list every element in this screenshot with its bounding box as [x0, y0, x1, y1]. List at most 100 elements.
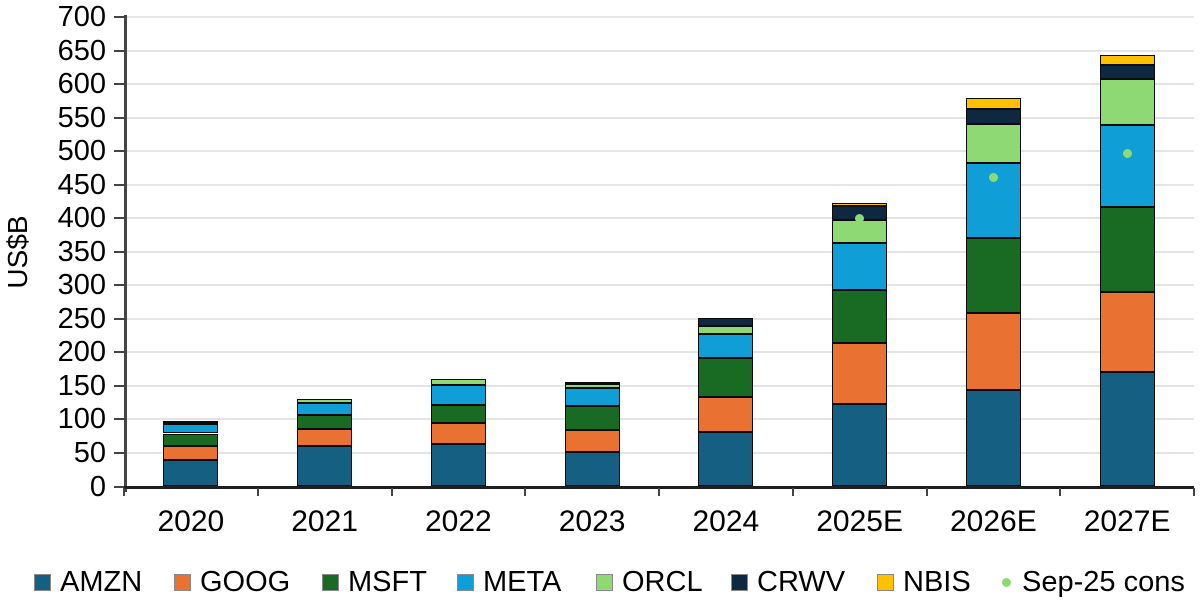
- legend-item-sep-25-cons: Sep-25 cons: [1002, 565, 1185, 599]
- x-tick-label-2023: 2023: [558, 505, 626, 538]
- y-tick-label: 100: [57, 403, 106, 436]
- y-axis-tick: [114, 384, 124, 387]
- bar-segment-2027E-META: [1099, 124, 1155, 207]
- bar-segment-2023-ORCL: [564, 383, 620, 388]
- y-tick-label: 300: [57, 269, 106, 302]
- legend-swatch-meta: [457, 573, 474, 591]
- bar-segment-2022-META: [430, 384, 486, 406]
- legend-swatch-orcl: [596, 573, 613, 591]
- legend: AMZN GOOG MSFT META ORCL CRWV NBIS Sep-25 cons: [0, 565, 1203, 599]
- bar-segment-2027E-MSFT: [1099, 206, 1155, 292]
- y-axis-tick: [114, 150, 124, 153]
- bar-segment-2025E-AMZN: [832, 404, 888, 487]
- bar-segment-2023-GOOG: [564, 430, 620, 452]
- bar-segment-2025E-META: [832, 243, 888, 290]
- x-tick-label-2026E: 2026E: [950, 505, 1037, 538]
- bar-segment-2020-MSFT: [163, 433, 219, 446]
- bar-segment-2027E-GOOG: [1099, 291, 1155, 373]
- bar-segment-2024-GOOG: [698, 396, 754, 433]
- bar-segment-2023-META: [564, 387, 620, 406]
- consensus-dot-2025E: [855, 213, 865, 223]
- legend-label-crwv: CRWV: [757, 566, 846, 598]
- bar-segment-2025E-ORCL: [832, 219, 888, 244]
- legend-item-orcl: ORCL: [596, 565, 703, 599]
- bar-segment-2021-GOOG: [297, 429, 353, 447]
- legend-label-amzn: AMZN: [60, 566, 143, 598]
- bar-segment-2027E-NBIS: [1099, 54, 1155, 66]
- y-tick-label: 600: [57, 68, 106, 101]
- x-axis-tick: [123, 487, 125, 496]
- legend-label-meta: META: [483, 566, 562, 598]
- y-axis-tick: [114, 116, 124, 119]
- bar-segment-2021-AMZN: [297, 446, 353, 487]
- consensus-dot-2026E: [988, 173, 998, 183]
- y-axis-tick: [114, 418, 124, 421]
- bar-segment-2023-AMZN: [564, 451, 620, 487]
- bar-segment-2024-AMZN: [698, 432, 754, 487]
- legend-item-crwv: CRWV: [731, 565, 845, 599]
- y-tick-label: 50: [73, 436, 106, 469]
- bar-segment-2020-AMZN: [163, 459, 219, 487]
- bar-segment-2024-CRWV: [698, 318, 754, 326]
- x-tick-label-2027E: 2027E: [1083, 505, 1171, 538]
- bar-segment-2023-MSFT: [564, 406, 620, 431]
- gridline-200: [124, 351, 1194, 354]
- bar-segment-2026E-CRWV: [965, 108, 1021, 124]
- legend-label-sep-25-cons: Sep-25 cons: [1022, 566, 1185, 598]
- y-tick-label: 550: [57, 101, 106, 134]
- y-tick-label: 450: [57, 168, 106, 201]
- gridline-600: [124, 83, 1194, 86]
- bar-segment-2025E-GOOG: [832, 342, 888, 404]
- bar-segment-2020-CRWV: [163, 421, 219, 424]
- bar-segment-2026E-MSFT: [965, 237, 1021, 313]
- gridline-550: [124, 116, 1194, 119]
- bar-segment-2024-ORCL: [698, 325, 754, 334]
- bar-segment-2023-CRWV: [564, 381, 620, 384]
- gridline-400: [124, 217, 1194, 220]
- bar-segment-2021-ORCL: [297, 398, 353, 403]
- legend-label-nbis: NBIS: [903, 566, 971, 598]
- gridline-300: [124, 284, 1194, 287]
- y-axis-tick: [114, 451, 124, 454]
- x-axis-tick: [1193, 487, 1195, 496]
- bar-segment-2026E-GOOG: [965, 312, 1021, 390]
- consensus-dot-2027E: [1122, 148, 1132, 158]
- bar-segment-2025E-MSFT: [832, 289, 888, 343]
- bar-segment-2022-MSFT: [430, 405, 486, 423]
- bar-segment-2020-META: [163, 423, 219, 434]
- bar-segment-2021-META: [297, 402, 353, 416]
- x-tick-label-2025E: 2025E: [816, 505, 903, 538]
- legend-item-goog: GOOG: [174, 565, 290, 599]
- legend-item-nbis: NBIS: [877, 565, 971, 599]
- y-axis-tick: [114, 485, 124, 488]
- x-axis-tick: [524, 487, 527, 496]
- y-tick-label: 250: [57, 302, 106, 335]
- legend-item-msft: MSFT: [322, 565, 427, 599]
- legend-swatch-nbis: [877, 573, 894, 591]
- bar-segment-2027E-AMZN: [1099, 372, 1155, 487]
- y-axis-tick: [114, 250, 124, 253]
- legend-item-meta: META: [457, 565, 561, 599]
- bar-segment-2024-META: [698, 333, 754, 359]
- bar-segment-2027E-ORCL: [1099, 78, 1155, 125]
- gridline-100: [124, 418, 1194, 421]
- y-tick-label: 400: [57, 202, 106, 235]
- y-axis-tick: [114, 83, 124, 86]
- bar-segment-2022-GOOG: [430, 422, 486, 445]
- bar-segment-2024-MSFT: [698, 358, 754, 397]
- gridline-250: [124, 317, 1194, 320]
- y-axis-tick: [114, 49, 124, 52]
- gridline-500: [124, 150, 1194, 153]
- y-tick-label: 650: [57, 34, 106, 67]
- y-axis-line: [124, 15, 127, 492]
- legend-swatch-amzn: [34, 573, 51, 591]
- bar-segment-2021-MSFT: [297, 415, 353, 430]
- x-tick-label-2020: 2020: [157, 505, 225, 538]
- y-axis-tick: [114, 317, 124, 320]
- x-axis-tick: [658, 487, 660, 496]
- y-tick-label: 150: [57, 369, 106, 402]
- bar-segment-2022-ORCL: [430, 379, 486, 385]
- bar-segment-2026E-NBIS: [965, 98, 1021, 109]
- gridline-350: [124, 250, 1194, 253]
